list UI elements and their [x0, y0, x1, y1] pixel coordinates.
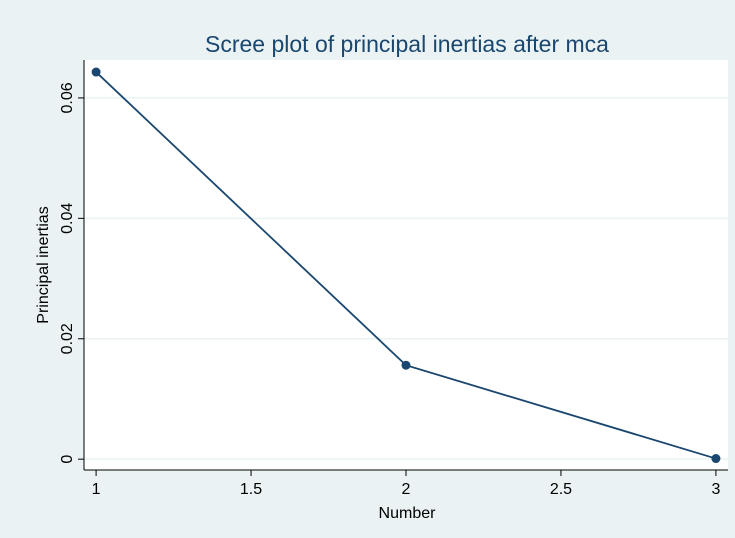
y-axis-title: Principal inertias	[35, 206, 52, 323]
y-tick-label: 0	[59, 455, 76, 464]
y-tick-label: 0.06	[59, 82, 76, 113]
x-tick-label: 2.5	[550, 481, 572, 498]
x-tick-label: 3	[711, 481, 720, 498]
point	[91, 67, 101, 77]
point	[401, 360, 411, 370]
chart-title: Scree plot of principal inertias after m…	[205, 31, 609, 57]
y-tick-label: 0.04	[59, 203, 76, 234]
plot-region	[84, 60, 728, 470]
x-tick-label: 1.5	[240, 481, 262, 498]
point	[711, 454, 721, 464]
x-tick-label: 2	[402, 481, 411, 498]
y-tick-label: 0.02	[59, 323, 76, 354]
x-tick-label: 1	[92, 481, 101, 498]
x-axis-title: Number	[379, 505, 437, 522]
